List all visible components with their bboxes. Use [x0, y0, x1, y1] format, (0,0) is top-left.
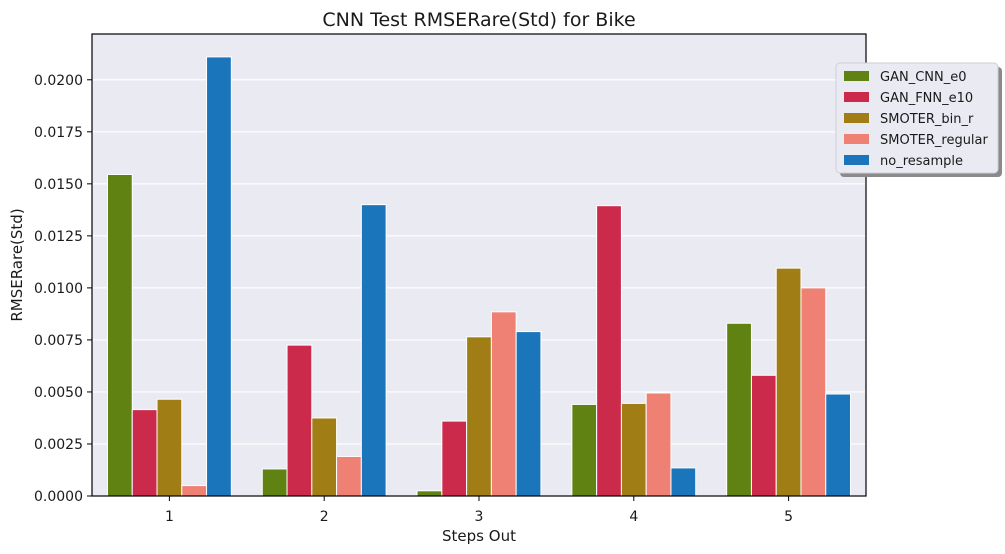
bar-SMOTER_regular-1 [181, 485, 208, 497]
x-axis-ticks: 1 2 3 4 5 [165, 496, 793, 525]
legend-label: SMOTER_bin_r [880, 112, 974, 127]
legend-label: GAN_FNN_e10 [880, 91, 973, 106]
x-tick-label: 4 [629, 509, 638, 525]
x-axis-label: Steps Out [442, 527, 516, 545]
x-tick-label: 2 [320, 509, 329, 525]
bar-SMOTER_bin_r-2 [311, 417, 338, 497]
bar-GAN_FNN_e10-4 [596, 205, 622, 497]
bars [106, 56, 852, 497]
bar-SMOTER_regular-5 [800, 287, 827, 497]
bar-GAN_CNN_e0-5 [726, 322, 752, 497]
bar-no_resample-2 [360, 204, 387, 497]
bar-GAN_CNN_e0-2 [261, 468, 288, 497]
bar-SMOTER_bin_r-3 [466, 336, 492, 497]
legend-swatch [844, 155, 869, 165]
y-tick-label: 0.0050 [34, 385, 83, 401]
chart-title: CNN Test RMSERare(Std) for Bike [322, 9, 635, 31]
x-tick-label: 1 [165, 509, 174, 525]
y-tick-label: 0.0075 [34, 333, 83, 349]
legend-swatch [844, 71, 869, 81]
bar-SMOTER_regular-4 [645, 392, 672, 497]
bar-GAN_CNN_e0-3 [416, 490, 443, 497]
bar-SMOTER_bin_r-1 [156, 398, 183, 497]
bar-no_resample-3 [515, 331, 542, 497]
x-tick-label: 3 [475, 509, 484, 525]
y-tick-label: 0.0025 [34, 437, 83, 453]
legend-box [835, 62, 999, 174]
y-tick-label: 0.0200 [34, 73, 83, 89]
bar-GAN_FNN_e10-3 [441, 420, 468, 497]
legend-label: GAN_CNN_e0 [880, 70, 967, 85]
y-tick-label: 0.0125 [34, 229, 83, 245]
legend-label: no_resample [880, 154, 963, 169]
bar-SMOTER_bin_r-4 [620, 402, 647, 497]
bar-GAN_FNN_e10-1 [131, 409, 158, 497]
y-axis-label: RMSERare(Std) [8, 208, 26, 321]
bar-SMOTER_bin_r-5 [775, 267, 802, 497]
x-tick-label: 5 [784, 509, 793, 525]
y-tick-label: 0.0100 [34, 281, 83, 297]
bar-no_resample-4 [670, 467, 697, 497]
legend: GAN_CNN_e0 GAN_FNN_e10 SMOTER_bin_r SMOTER_… [835, 62, 1002, 177]
bar-no_resample-5 [825, 393, 852, 497]
legend-swatch [844, 92, 869, 102]
bar-SMOTER_regular-3 [490, 311, 517, 497]
legend-swatch [844, 134, 869, 144]
y-tick-label: 0.0000 [34, 489, 83, 505]
bar-GAN_CNN_e0-1 [106, 173, 133, 497]
legend-swatch [844, 113, 869, 123]
legend-label: SMOTER_regular [880, 133, 989, 148]
y-tick-label: 0.0150 [34, 177, 83, 193]
bar-no_resample-1 [206, 56, 232, 497]
bar-SMOTER_regular-2 [336, 455, 362, 497]
y-tick-label: 0.0175 [34, 125, 83, 141]
bar-GAN_FNN_e10-5 [750, 374, 777, 497]
bar-GAN_CNN_e0-4 [571, 403, 598, 497]
y-axis-ticks: 0.0000 0.0025 0.0050 0.0075 0.0100 0.0125 0.01… [34, 73, 92, 505]
bar-GAN_FNN_e10-2 [286, 344, 313, 497]
